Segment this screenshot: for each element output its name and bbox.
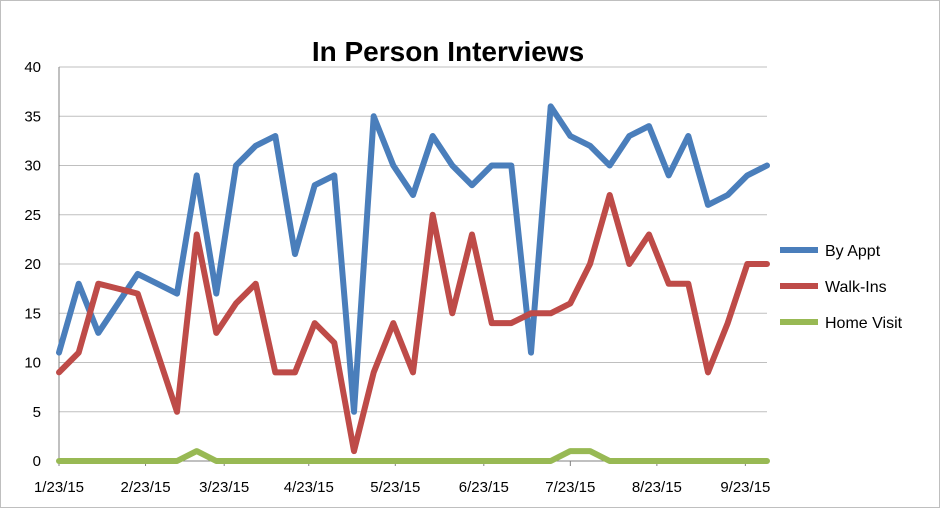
series-line-home-visit [56,448,770,464]
y-tick-label: 35 [24,108,41,125]
y-tick-label: 10 [24,355,41,372]
series-line-walk-ins [56,192,770,455]
x-tick-label: 3/23/15 [199,479,249,496]
x-tick-label: 8/23/15 [632,479,682,496]
y-tick-label: 30 [24,158,41,175]
x-tick-label: 5/23/15 [370,479,420,496]
y-tick-label: 0 [33,453,41,470]
series-line-by-appt [56,103,770,415]
y-tick-label: 40 [24,59,41,76]
legend-label-walk-ins: Walk-Ins [825,279,887,296]
series-lines [56,103,770,464]
y-axis-tick-labels: 0 5 10 15 20 25 30 35 40 [24,59,41,470]
legend-label-by-appt: By Appt [825,243,881,260]
y-tick-label: 20 [24,256,41,273]
x-tick-label: 1/23/15 [34,479,84,496]
gridlines [59,66,767,413]
x-tick-label: 9/23/15 [720,479,770,496]
x-tick-label: 2/23/15 [121,479,171,496]
chart-title: In Person Interviews [312,36,584,67]
x-axis-tick-labels: 1/23/15 2/23/15 3/23/15 4/23/15 5/23/15 6/23/… [34,461,770,496]
legend: By Appt Walk-Ins Home Visit [780,243,903,332]
y-tick-label: 25 [24,207,41,224]
x-tick-label: 6/23/15 [459,479,509,496]
y-tick-label: 15 [24,305,41,322]
x-tick-label: 4/23/15 [284,479,334,496]
x-tick-label: 7/23/15 [545,479,595,496]
legend-label-home-visit: Home Visit [825,315,903,332]
y-tick-label: 5 [33,404,41,421]
